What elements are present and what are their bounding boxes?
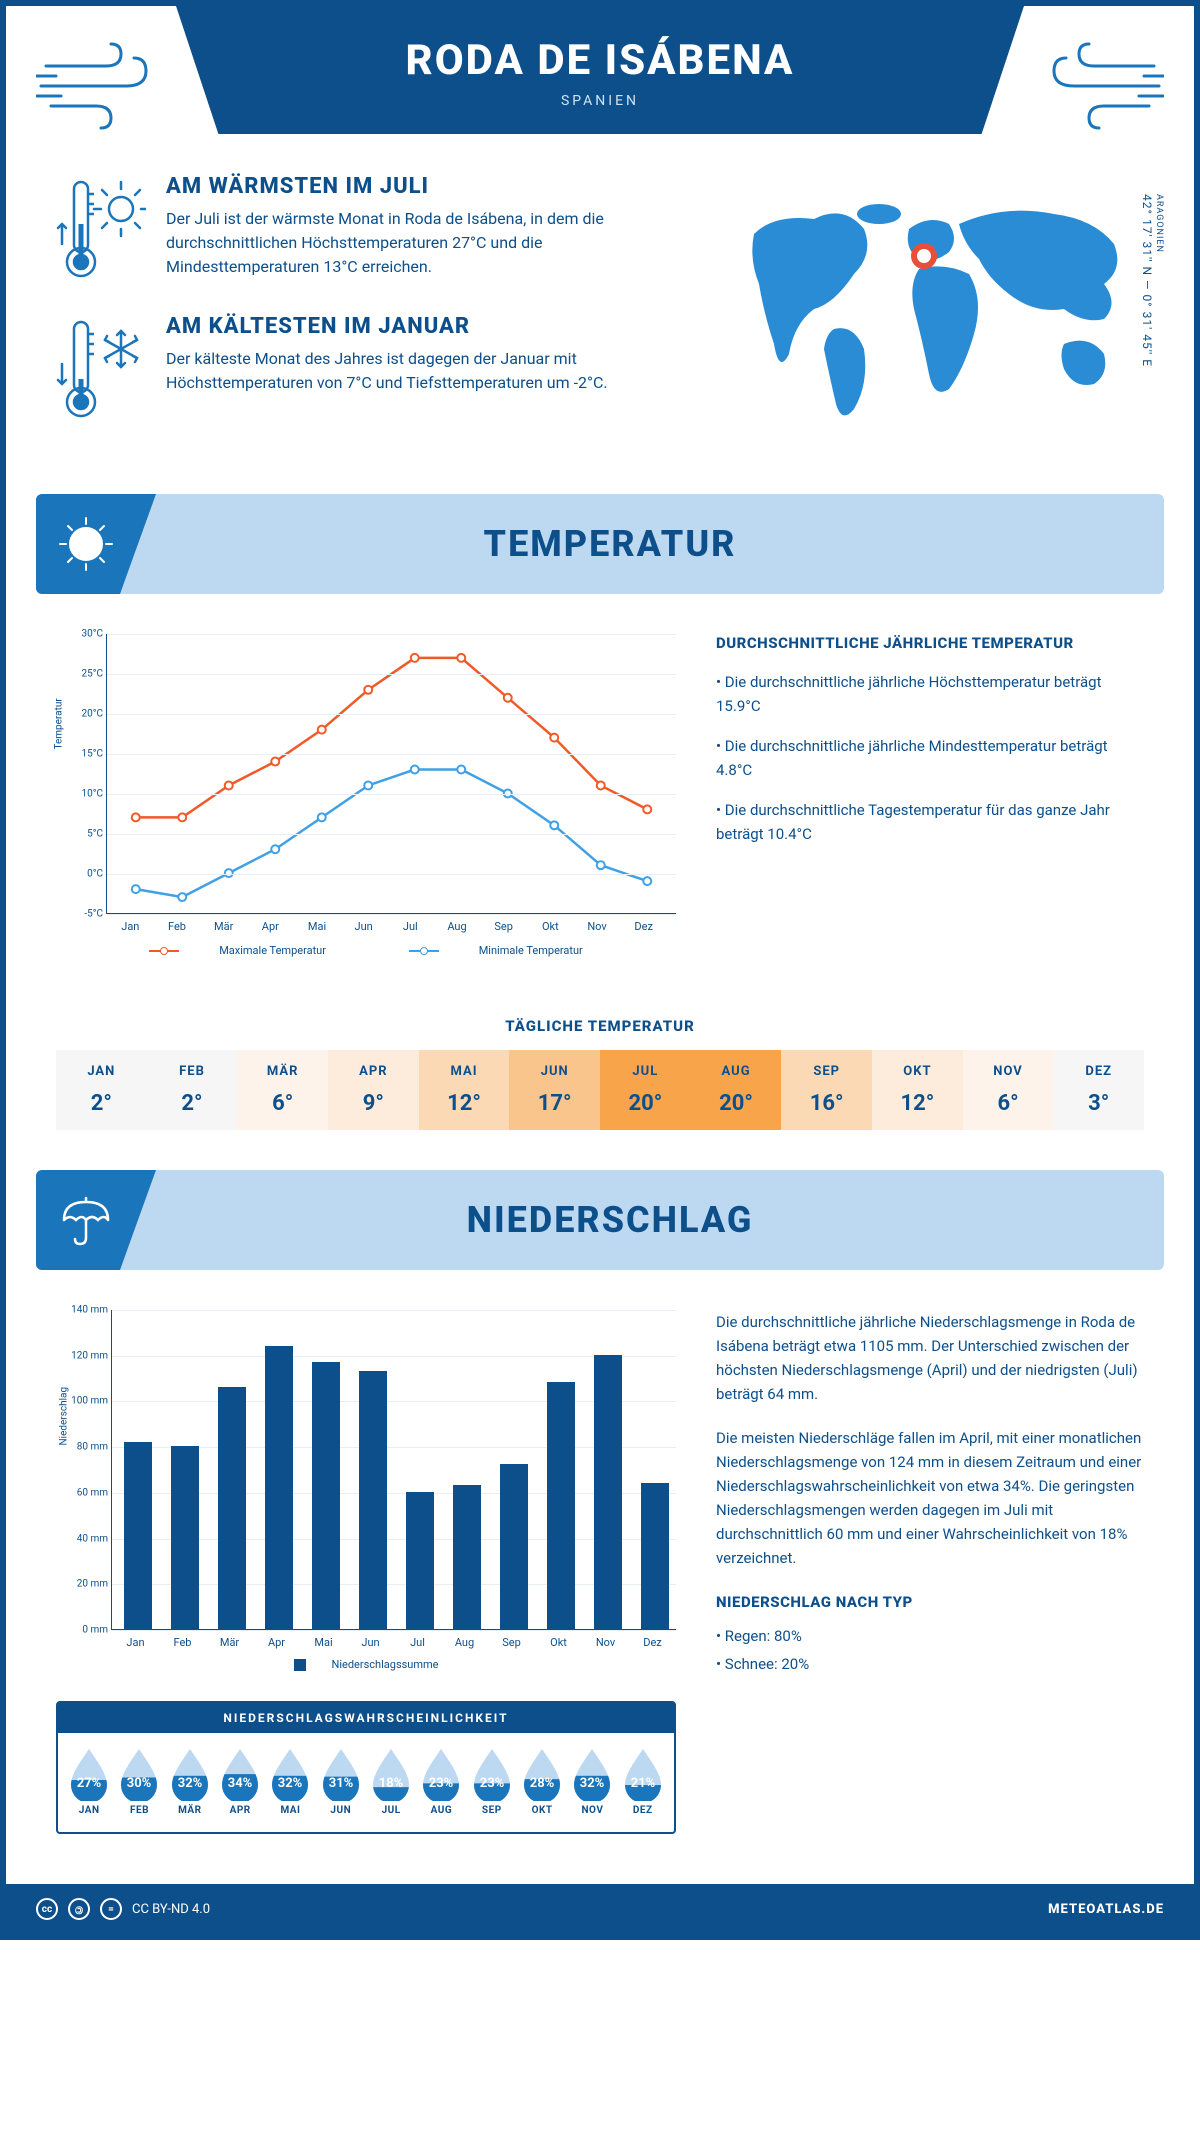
daily-cell: SEP16° — [781, 1050, 872, 1130]
svg-text:32%: 32% — [278, 1776, 303, 1791]
daily-cell: AUG20° — [691, 1050, 782, 1130]
page-title: RODA DE ISÁBENA — [196, 36, 1004, 85]
precip-type-bullet: • Regen: 80% — [716, 1624, 1144, 1648]
location-marker — [914, 246, 934, 266]
page-subtitle: SPANIEN — [196, 93, 1004, 109]
wind-icon — [1024, 36, 1164, 136]
temperature-line-chart: Temperatur -5°C0°C5°C10°C15°C20°C25°C30°… — [56, 634, 676, 957]
precip-paragraph: Die meisten Niederschläge fallen im Apri… — [716, 1426, 1144, 1570]
probability-drop: 34%APR — [219, 1747, 261, 1816]
thermometer-sun-icon — [56, 174, 146, 284]
precip-bar — [124, 1442, 152, 1629]
precip-bar — [359, 1371, 387, 1629]
daily-cell: JAN2° — [56, 1050, 147, 1130]
precip-bar — [594, 1355, 622, 1629]
svg-text:32%: 32% — [178, 1776, 203, 1791]
daily-cell: MÄR6° — [237, 1050, 328, 1130]
brand-text: METEOATLAS.DE — [1048, 1902, 1164, 1917]
coldest-title: AM KÄLTESTEN IM JANUAR — [166, 314, 694, 339]
precip-type-title: NIEDERSCHLAG NACH TYP — [716, 1590, 1144, 1614]
svg-text:27%: 27% — [77, 1776, 102, 1791]
daily-cell: MAI12° — [419, 1050, 510, 1130]
warmest-title: AM WÄRMSTEN IM JULI — [166, 174, 694, 199]
precip-bar — [500, 1464, 528, 1629]
daily-cell: NOV6° — [963, 1050, 1054, 1130]
svg-text:23%: 23% — [480, 1776, 505, 1791]
probability-drop: 27%JAN — [68, 1747, 110, 1816]
precip-paragraph: Die durchschnittliche jährliche Niedersc… — [716, 1310, 1144, 1406]
daily-cell: FEB2° — [147, 1050, 238, 1130]
annual-temp-bullet: • Die durchschnittliche jährliche Höchst… — [716, 670, 1144, 718]
coordinates: ARAGONIEN 42° 17' 31'' N — 0° 31' 45'' E — [1140, 194, 1164, 367]
temperature-section-header: TEMPERATUR — [36, 494, 1164, 594]
warmest-text: Der Juli ist der wärmste Monat in Roda d… — [166, 207, 694, 279]
footer: cc 🄯 = CC BY-ND 4.0 METEOATLAS.DE — [6, 1884, 1194, 1934]
thermometer-snow-icon — [56, 314, 146, 424]
svg-text:23%: 23% — [429, 1776, 454, 1791]
precip-bar — [171, 1446, 199, 1629]
probability-drop: 31%JUN — [320, 1747, 362, 1816]
precip-type-bullet: • Schnee: 20% — [716, 1652, 1144, 1676]
cc-icon: cc — [36, 1898, 58, 1920]
precip-bar — [641, 1483, 669, 1629]
probability-title: NIEDERSCHLAGSWAHRSCHEINLICHKEIT — [58, 1703, 674, 1733]
daily-cell: JUL20° — [600, 1050, 691, 1130]
probability-drop: 23%AUG — [420, 1747, 462, 1816]
umbrella-icon — [56, 1190, 116, 1250]
wind-icon — [36, 36, 176, 136]
probability-box: NIEDERSCHLAGSWAHRSCHEINLICHKEIT 27%JAN30… — [56, 1701, 676, 1834]
svg-text:32%: 32% — [580, 1776, 605, 1791]
precipitation-legend: Niederschlagssumme — [56, 1658, 676, 1671]
temperature-legend: Maximale Temperatur Minimale Temperatur — [56, 944, 676, 957]
probability-drop: 21%DEZ — [622, 1747, 664, 1816]
annual-temp-bullet: • Die durchschnittliche jährliche Mindes… — [716, 734, 1144, 782]
probability-drop: 23%SEP — [471, 1747, 513, 1816]
svg-text:21%: 21% — [631, 1776, 656, 1791]
precip-bar — [265, 1346, 293, 1629]
temperature-heading: TEMPERATUR — [156, 523, 1164, 565]
coldest-fact: AM KÄLTESTEN IM JANUAR Der kälteste Mona… — [56, 314, 694, 424]
precipitation-section-header: NIEDERSCHLAG — [36, 1170, 1164, 1270]
probability-drop: 32%MAI — [269, 1747, 311, 1816]
precip-bar — [406, 1492, 434, 1629]
svg-text:28%: 28% — [530, 1776, 555, 1791]
daily-temp-title: TÄGLICHE TEMPERATUR — [6, 1017, 1194, 1035]
coldest-text: Der kälteste Monat des Jahres ist dagege… — [166, 347, 694, 395]
precip-bar — [547, 1382, 575, 1629]
probability-drop: 32%NOV — [571, 1747, 613, 1816]
sun-icon — [56, 514, 116, 574]
precip-bar — [312, 1362, 340, 1629]
svg-text:31%: 31% — [329, 1776, 354, 1791]
world-map: ARAGONIEN 42° 17' 31'' N — 0° 31' 45'' E — [724, 174, 1144, 454]
precip-bar — [453, 1485, 481, 1629]
precipitation-heading: NIEDERSCHLAG — [156, 1199, 1164, 1241]
probability-drop: 30%FEB — [118, 1747, 160, 1816]
probability-drop: 32%MÄR — [169, 1747, 211, 1816]
annual-temp-title: DURCHSCHNITTLICHE JÄHRLICHE TEMPERATUR — [716, 634, 1144, 652]
probability-drop: 28%OKT — [521, 1747, 563, 1816]
svg-text:18%: 18% — [379, 1776, 404, 1791]
daily-cell: APR9° — [328, 1050, 419, 1130]
warmest-fact: AM WÄRMSTEN IM JULI Der Juli ist der wär… — [56, 174, 694, 284]
precipitation-bar-chart: Niederschlag 0 mm20 mm40 mm60 mm80 mm100… — [111, 1310, 676, 1630]
by-icon: 🄯 — [68, 1898, 90, 1920]
daily-cell: DEZ3° — [1053, 1050, 1144, 1130]
daily-temperature-strip: JAN2°FEB2°MÄR6°APR9°MAI12°JUN17°JUL20°AU… — [56, 1050, 1144, 1130]
precip-bar — [218, 1387, 246, 1629]
nd-icon: = — [100, 1898, 122, 1920]
annual-temp-bullet: • Die durchschnittliche Tagestemperatur … — [716, 798, 1144, 846]
license-text: CC BY-ND 4.0 — [132, 1902, 210, 1917]
probability-drop: 18%JUL — [370, 1747, 412, 1816]
daily-cell: OKT12° — [872, 1050, 963, 1130]
header-banner: RODA DE ISÁBENA SPANIEN — [176, 6, 1024, 134]
daily-cell: JUN17° — [509, 1050, 600, 1130]
svg-text:34%: 34% — [228, 1776, 253, 1791]
svg-text:30%: 30% — [127, 1776, 152, 1791]
